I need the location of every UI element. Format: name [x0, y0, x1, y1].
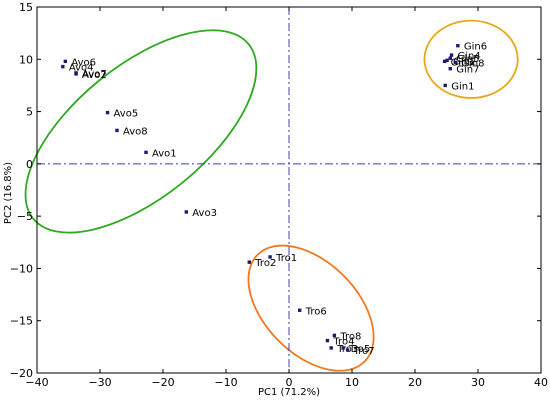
point-label-avo6: Avo6	[71, 57, 96, 68]
point-gin7	[448, 66, 452, 71]
point-label-avo1: Avo1	[152, 148, 177, 159]
point-label-gin1: Gin1	[451, 81, 474, 92]
y-tick-label: 10	[19, 53, 33, 66]
y-tick-label: 15	[19, 1, 33, 14]
x-tick-label: −30	[88, 376, 111, 389]
y-tick-label: −15	[10, 315, 33, 328]
point-label-avo2: Avo2	[82, 70, 107, 81]
point-label-avo7: Avo7	[82, 69, 107, 80]
point-avo5	[105, 110, 110, 115]
point-avo3	[184, 210, 189, 214]
point-tro6	[298, 308, 302, 312]
point-tro2	[247, 260, 252, 264]
x-tick-label: 30	[471, 376, 485, 389]
reference-lines	[37, 7, 541, 373]
ellipse-avo	[24, 29, 258, 234]
x-tick-label: −10	[214, 376, 237, 389]
point-label-tro1: Tro1	[275, 253, 297, 264]
point-label-gin7: Gin7	[456, 65, 479, 76]
point-avo2	[74, 72, 78, 76]
point-label-avo5: Avo5	[114, 109, 139, 120]
y-axis-title: PC2 (16.8%)	[3, 162, 14, 224]
confidence-ellipses	[24, 19, 519, 372]
ellipse-gin	[423, 19, 519, 99]
point-label-gin5: Gin5	[456, 54, 479, 65]
point-gin2	[445, 58, 449, 63]
x-tick-label: −20	[151, 376, 174, 389]
point-tro7	[345, 348, 350, 352]
point-tro5	[341, 346, 345, 350]
point-gin6	[456, 43, 460, 48]
point-tro1	[268, 255, 272, 259]
ellipse-tro	[247, 244, 375, 372]
y-tick-label: 0	[26, 158, 33, 171]
point-label-tro2: Tro2	[254, 258, 276, 269]
point-label-gin4: Gin4	[458, 51, 481, 62]
point-gin8	[453, 60, 458, 65]
point-label-gin3: Gin3	[451, 57, 474, 68]
point-label-gin2: Gin2	[453, 56, 476, 67]
x-tick-label: 0	[286, 376, 293, 389]
point-label-gin6: Gin6	[464, 42, 487, 53]
x-tick-label: 40	[534, 376, 548, 389]
point-label-tro4: Tro4	[332, 337, 354, 348]
point-label-avo3: Avo3	[192, 208, 217, 219]
point-label-tro6: Tro6	[305, 306, 327, 317]
x-axis-title: PC1 (71.2%)	[258, 387, 320, 398]
point-avo1	[144, 150, 148, 155]
point-tro4	[325, 338, 330, 343]
y-tick-label: −20	[10, 367, 33, 380]
point-avo8	[115, 128, 119, 133]
x-tick-label: 10	[345, 376, 359, 389]
point-label-gin8: Gin8	[461, 58, 484, 69]
point-label-tro7: Tro7	[353, 346, 375, 357]
y-tick-label: −5	[17, 210, 33, 223]
point-label-tro8: Tro8	[339, 331, 361, 342]
point-label-avo4: Avo4	[69, 63, 94, 74]
point-gin4	[449, 53, 454, 57]
point-tro3	[329, 346, 333, 350]
point-avo4	[61, 64, 65, 69]
x-tick-label: −40	[25, 376, 48, 389]
point-tro8	[332, 333, 337, 338]
y-tick-label: 5	[26, 106, 33, 119]
point-gin5	[448, 56, 452, 60]
point-label-avo8: Avo8	[123, 126, 148, 137]
axes: −40 −30 −20 −10 0 10 20 30 40 −20 −15 −10 −5 0 5 10 15	[10, 1, 548, 389]
x-tick-label: 20	[408, 376, 422, 389]
point-gin1	[443, 83, 447, 88]
point-label-tro5: Tro5	[348, 344, 370, 355]
y-tick-label: −10	[10, 262, 33, 275]
point-avo6	[63, 59, 68, 64]
point-gin3	[442, 59, 447, 64]
